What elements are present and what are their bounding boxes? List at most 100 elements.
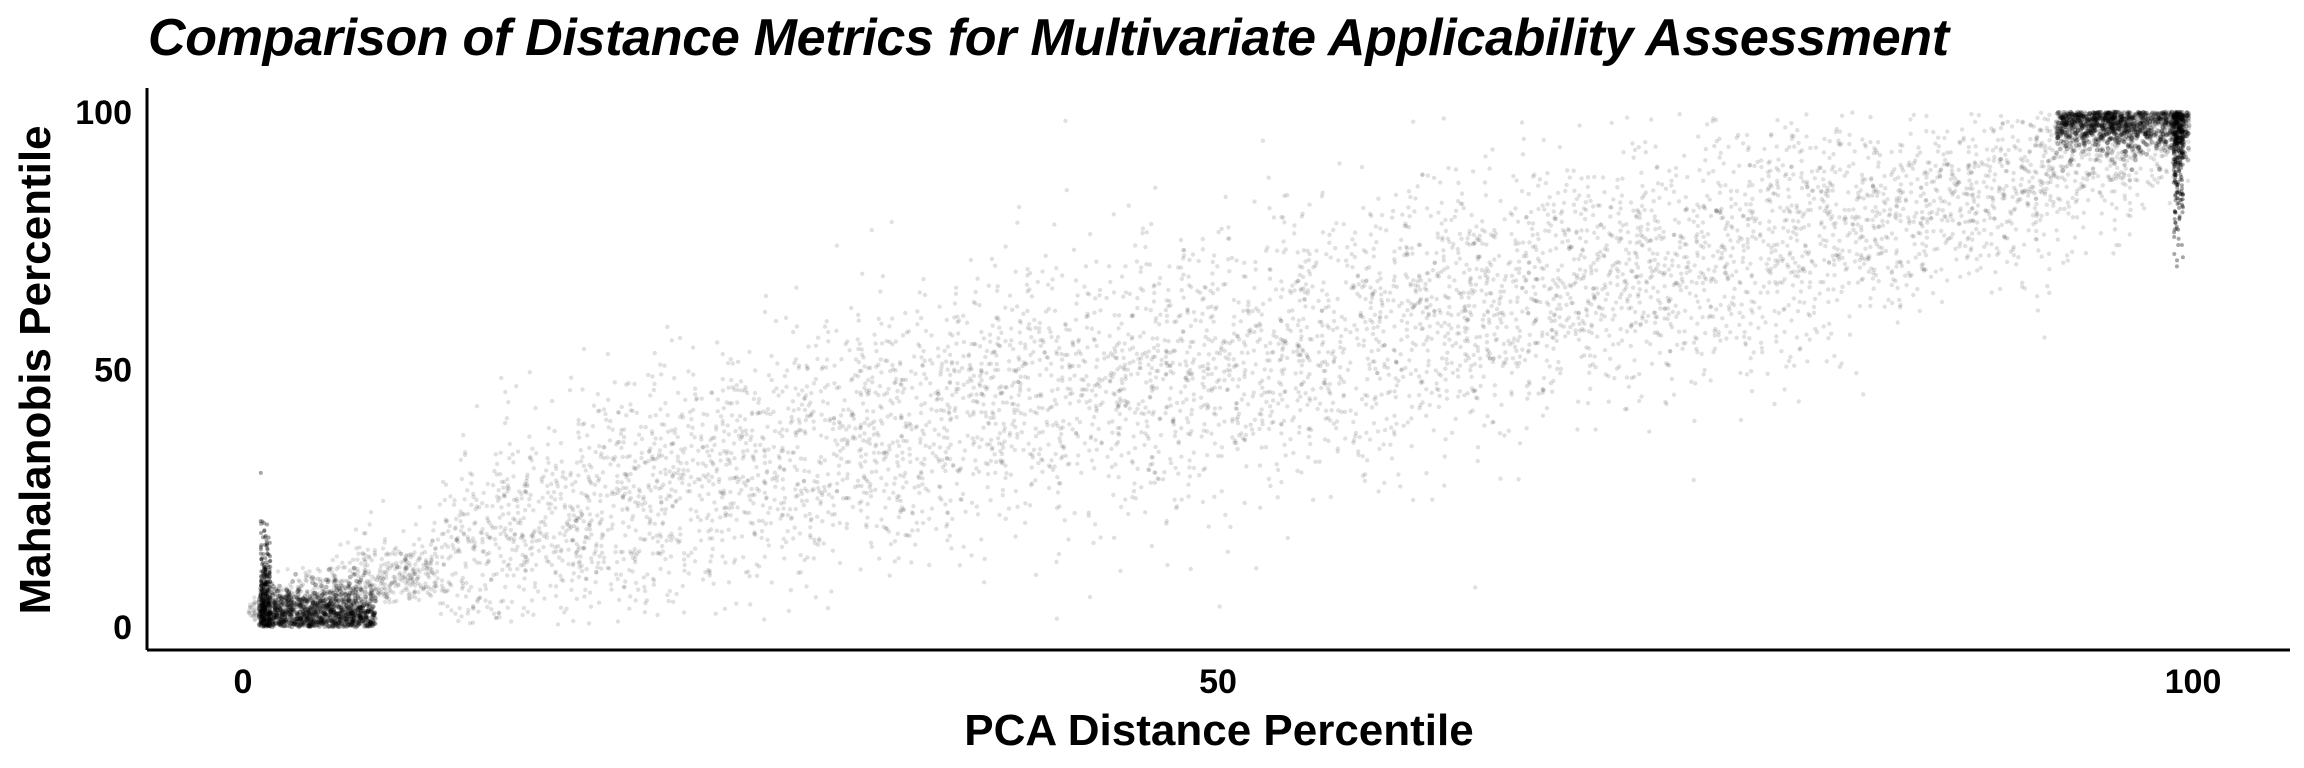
data-point [1923, 253, 1929, 258]
data-point [865, 416, 870, 421]
data-point [1225, 368, 1230, 373]
data-point [1692, 418, 1697, 424]
data-point [861, 355, 866, 360]
data-point [1119, 274, 1125, 279]
data-point [1295, 250, 1300, 255]
data-point [1484, 281, 1489, 286]
data-point [474, 504, 480, 509]
data-point [1481, 325, 1487, 330]
data-point [750, 428, 755, 433]
data-point [2033, 236, 2038, 242]
data-point [832, 381, 837, 386]
data-point [998, 460, 1004, 465]
data-point [480, 527, 485, 532]
data-point [678, 414, 683, 420]
data-point [849, 378, 854, 383]
data-point [1037, 326, 1042, 331]
data-point [389, 563, 394, 569]
data-point [1590, 204, 1596, 209]
data-point [1957, 244, 1962, 249]
data-point [1362, 472, 1368, 477]
data-point [1303, 259, 1308, 264]
data-point [1703, 277, 1709, 282]
data-point [1134, 351, 1140, 357]
data-point [671, 464, 676, 470]
data-point [977, 344, 983, 349]
data-point [1745, 237, 1751, 242]
data-point [574, 460, 580, 465]
data-point [2123, 123, 2128, 128]
data-point [1427, 402, 1432, 408]
data-point [879, 405, 884, 411]
data-point [350, 571, 355, 576]
data-point [409, 594, 415, 599]
data-point [1097, 287, 1103, 293]
data-point [945, 521, 950, 527]
data-point [2077, 115, 2083, 120]
data-point [873, 390, 878, 395]
data-point [918, 316, 924, 321]
data-point [1415, 279, 1420, 284]
data-point [2060, 175, 2065, 180]
data-point [403, 557, 409, 562]
data-point [1024, 282, 1030, 287]
data-point [876, 316, 881, 321]
data-point [1571, 168, 1576, 173]
data-point [1373, 395, 1378, 400]
data-point [1097, 293, 1102, 298]
data-point [2016, 197, 2021, 202]
data-point [1475, 254, 1480, 259]
data-point [1551, 202, 1557, 207]
data-point [326, 595, 332, 600]
data-point [1206, 366, 1211, 371]
data-point [1672, 232, 1677, 237]
data-point [600, 470, 606, 475]
data-point [1746, 216, 1752, 222]
data-point [1530, 232, 1535, 238]
data-point [2128, 167, 2134, 172]
data-point [737, 413, 743, 419]
data-point [539, 476, 544, 481]
data-point [1655, 181, 1661, 186]
data-point [1598, 317, 1604, 322]
data-point [2135, 192, 2140, 197]
data-point [633, 441, 638, 446]
data-point [1140, 230, 1145, 236]
data-point [1531, 297, 1536, 302]
data-point [1870, 217, 1875, 223]
data-point [777, 420, 783, 425]
data-point [1058, 439, 1063, 444]
data-point [615, 479, 620, 485]
data-point [1429, 390, 1435, 395]
data-point [618, 431, 624, 437]
data-point [1791, 133, 1796, 139]
data-point [1276, 341, 1281, 346]
data-point [1586, 300, 1591, 305]
data-point [1582, 321, 1587, 326]
data-point [707, 568, 712, 574]
data-point [735, 479, 740, 485]
data-point [855, 483, 861, 488]
data-point [1370, 359, 1376, 364]
data-point [1439, 324, 1444, 329]
data-point [1415, 184, 1420, 189]
data-point [484, 561, 489, 567]
data-point [1869, 176, 1874, 181]
data-point [1496, 253, 1502, 259]
data-point [1997, 286, 2003, 292]
data-point [743, 570, 749, 575]
data-point [1780, 240, 1785, 245]
data-point [1075, 434, 1081, 439]
data-point [1146, 409, 1152, 415]
data-point [1889, 231, 1895, 236]
data-point [1138, 265, 1144, 270]
data-point [1164, 313, 1170, 318]
data-point [2004, 259, 2010, 265]
data-point [1165, 350, 1170, 355]
data-point [1319, 308, 1325, 313]
data-point [868, 494, 874, 499]
data-point [1159, 362, 1164, 367]
data-point [2117, 243, 2122, 248]
data-point [2169, 126, 2174, 131]
data-point [319, 584, 324, 589]
